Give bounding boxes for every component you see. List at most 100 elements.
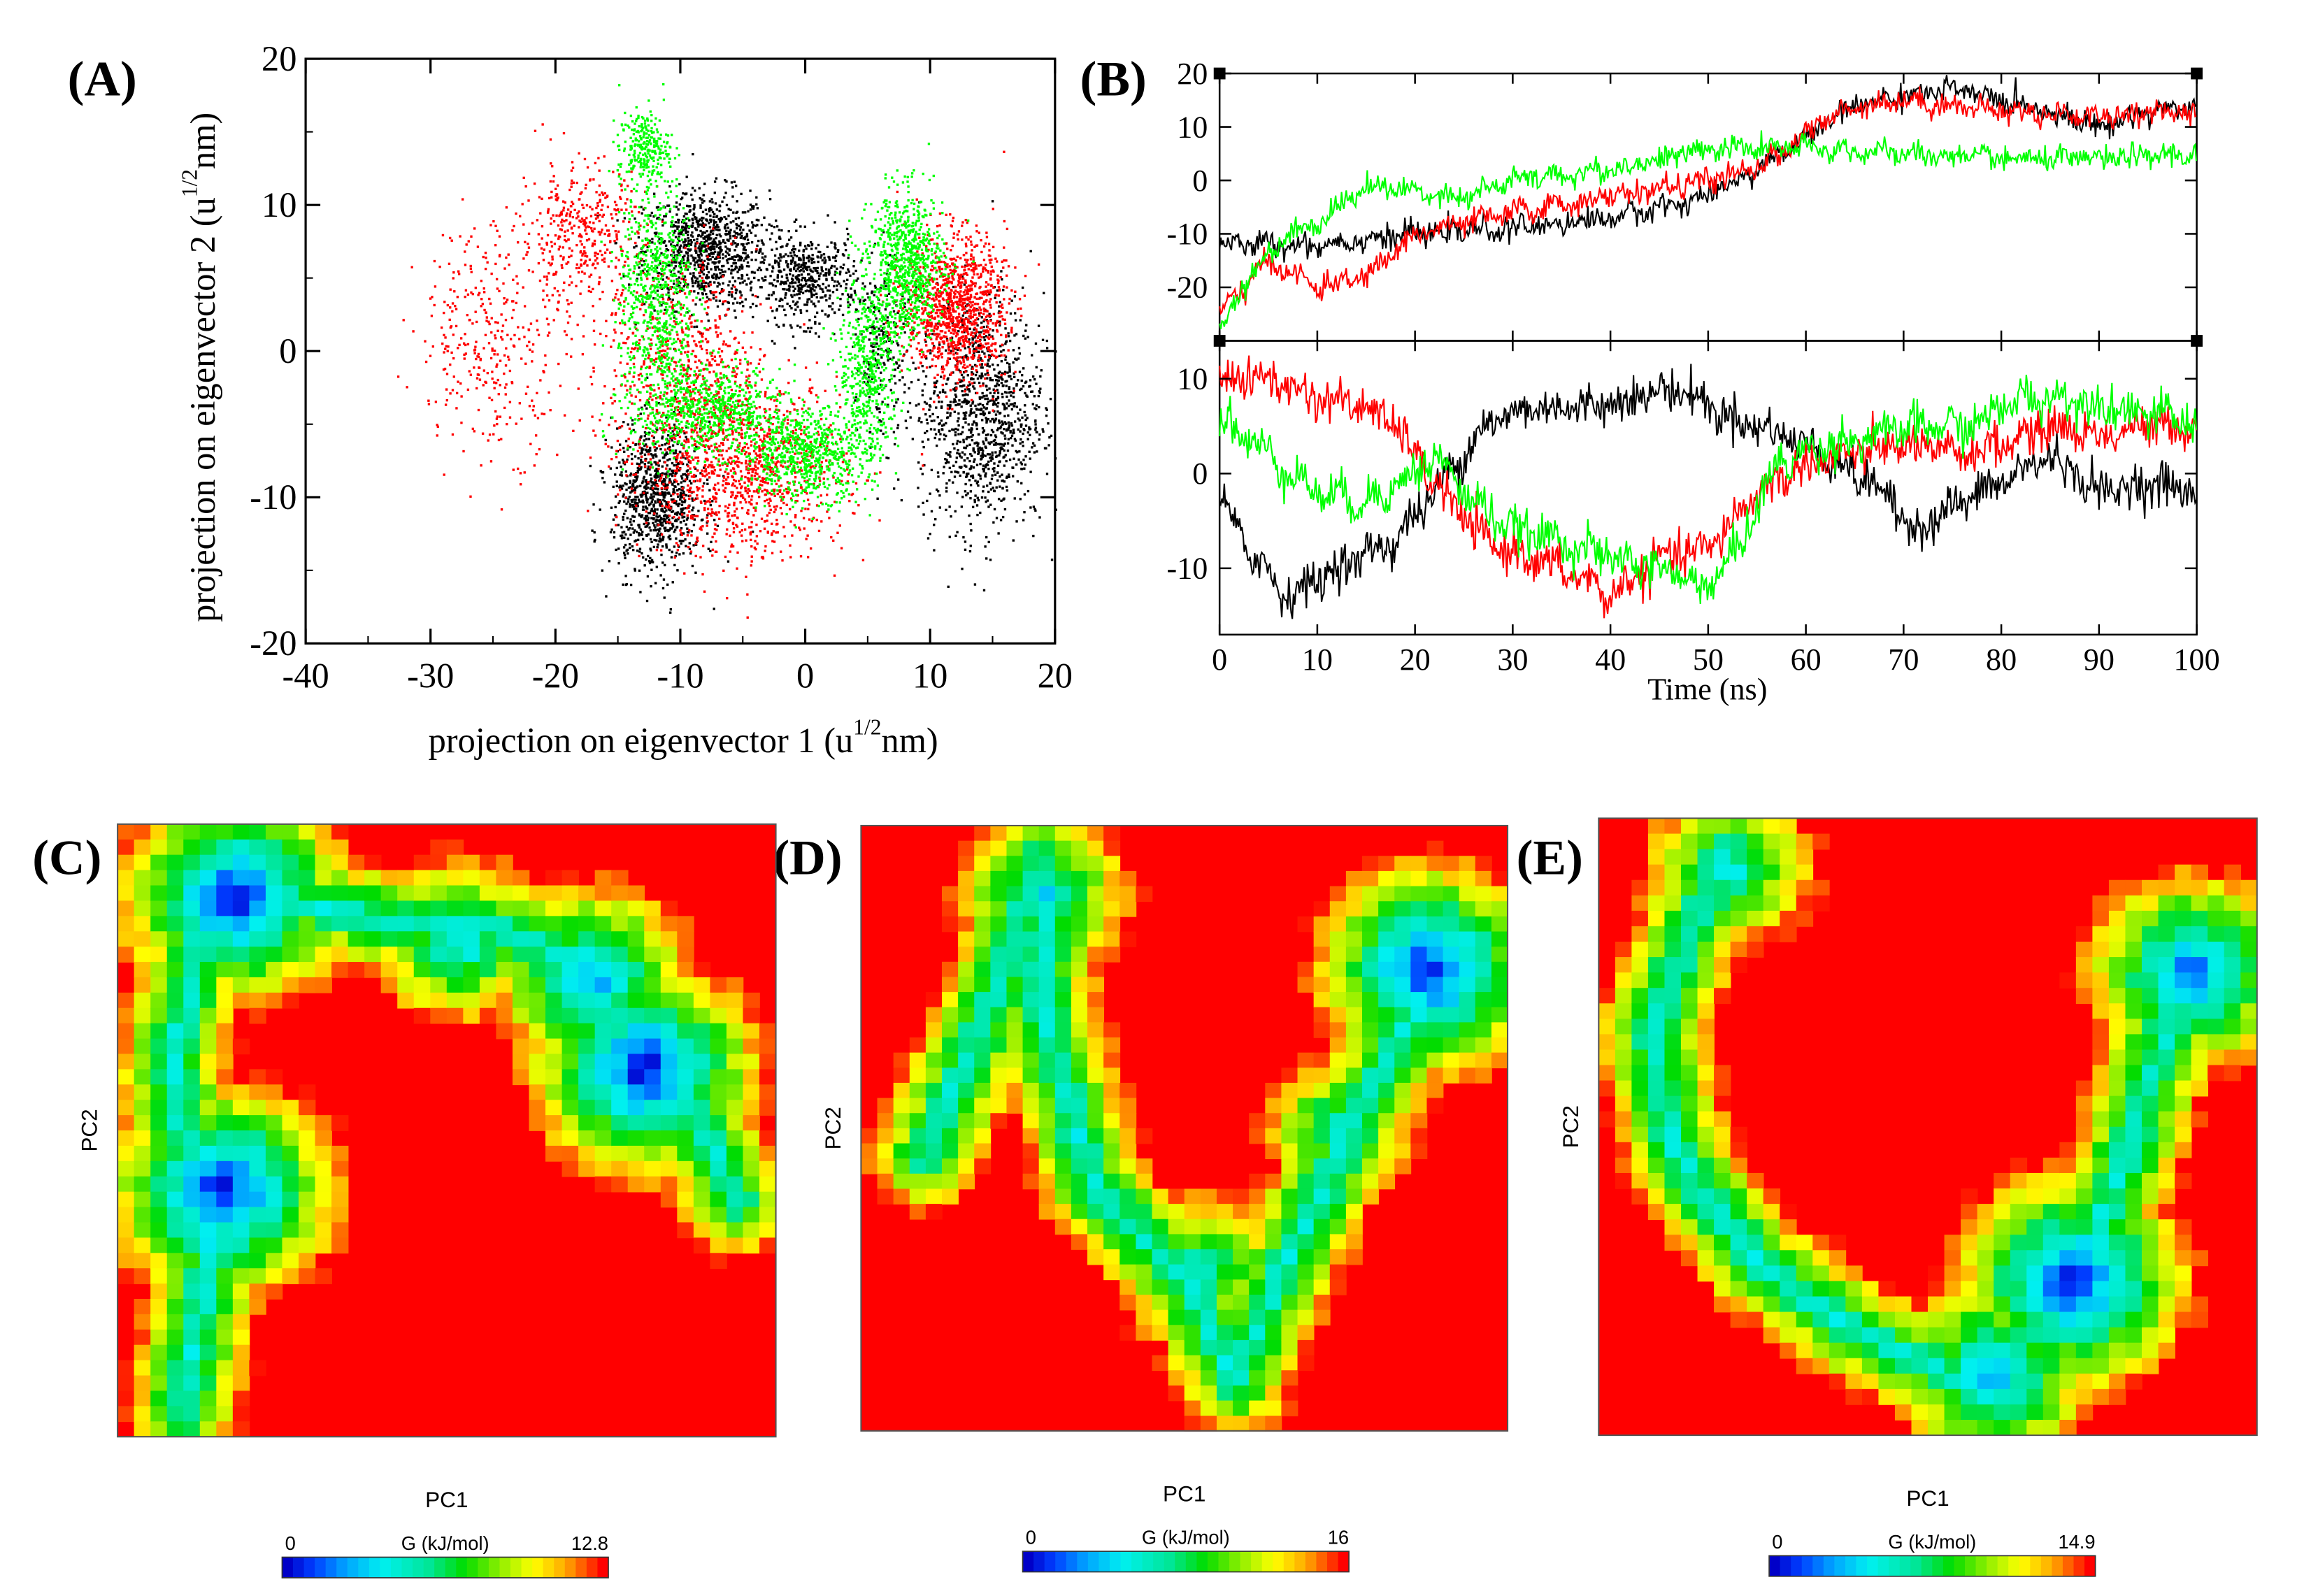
scatter-point-black bbox=[642, 448, 645, 451]
scatter-point-black bbox=[794, 269, 798, 273]
scatter-point-red bbox=[549, 264, 552, 267]
scatter-point-black bbox=[650, 481, 653, 484]
scatter-point-black bbox=[732, 302, 735, 305]
scatter-point-red bbox=[531, 399, 534, 402]
scatter-point-black bbox=[982, 413, 985, 417]
scatter-point-black bbox=[664, 479, 666, 482]
scatter-point-black bbox=[975, 414, 978, 417]
scatter-point-red bbox=[527, 328, 530, 331]
scatter-point-black bbox=[1017, 417, 1020, 420]
scatter-point-black bbox=[922, 370, 925, 373]
scatter-point-black bbox=[824, 313, 827, 316]
scatter-point-red bbox=[452, 271, 455, 274]
scatter-point-red bbox=[668, 448, 671, 451]
scatter-point-red bbox=[598, 280, 601, 284]
scatter-point-black bbox=[655, 468, 658, 470]
scatter-point-black bbox=[694, 245, 697, 247]
scatter-point-black bbox=[651, 561, 654, 563]
scatter-point-red bbox=[711, 535, 714, 539]
scatter-point-red bbox=[787, 442, 790, 445]
scatter-point-black bbox=[959, 370, 961, 373]
scatter-point-black bbox=[907, 299, 910, 301]
scatter-point-black bbox=[954, 427, 957, 431]
scatter-point-black bbox=[694, 261, 697, 264]
scatter-point-black bbox=[682, 215, 686, 218]
scatter-point-black bbox=[740, 243, 743, 246]
scatter-point-red bbox=[564, 234, 566, 238]
scatter-point-black bbox=[680, 477, 684, 480]
scatter-point-black bbox=[789, 282, 792, 285]
scatter-point-red bbox=[429, 297, 432, 300]
scatter-point-red bbox=[747, 509, 750, 512]
scatter-point-black bbox=[784, 280, 787, 284]
scatter-point-black bbox=[811, 278, 814, 280]
scatter-point-red bbox=[614, 265, 617, 268]
scatter-point-black bbox=[989, 482, 992, 484]
scatter-point-red bbox=[634, 473, 638, 476]
scatter-point-black bbox=[1003, 371, 1007, 373]
scatter-point-red bbox=[615, 213, 617, 216]
scatter-point-black bbox=[880, 379, 882, 382]
scatter-point-black bbox=[1012, 466, 1015, 469]
scatter-point-black bbox=[996, 471, 999, 474]
scatter-point-black bbox=[618, 486, 621, 489]
scatter-point-red bbox=[518, 338, 521, 340]
scatter-point-black bbox=[706, 213, 708, 216]
scatter-point-red bbox=[786, 422, 789, 425]
scatter-point-black bbox=[882, 432, 885, 436]
scatter-point-red bbox=[753, 475, 756, 477]
scatter-point-red bbox=[536, 319, 538, 322]
scatter-point-black bbox=[712, 215, 715, 218]
scatter-point-black bbox=[938, 506, 942, 509]
scatter-point-black bbox=[687, 233, 689, 236]
scatter-point-black bbox=[868, 363, 871, 366]
scatter-point-red bbox=[696, 469, 699, 472]
scatter-point-black bbox=[687, 239, 690, 243]
scatter-point-black bbox=[1005, 384, 1008, 387]
scatter-point-black bbox=[647, 533, 650, 536]
scatter-point-black bbox=[643, 431, 647, 434]
scatter-point-black bbox=[1033, 444, 1036, 447]
scatter-point-black bbox=[684, 538, 687, 541]
scatter-point-black bbox=[652, 545, 656, 549]
scatter-point-black bbox=[947, 461, 950, 464]
scatter-point-black bbox=[936, 380, 938, 382]
scatter-point-black bbox=[677, 232, 680, 235]
scatter-point-black bbox=[996, 391, 1000, 394]
scatter-point-black bbox=[972, 449, 975, 452]
scatter-point-black bbox=[949, 412, 952, 415]
scatter-point-black bbox=[690, 277, 694, 280]
scatter-point-red bbox=[565, 219, 568, 222]
scatter-point-black bbox=[1019, 461, 1022, 464]
scatter-point-red bbox=[563, 281, 566, 285]
scatter-point-black bbox=[771, 232, 773, 235]
scatter-point-red bbox=[458, 343, 461, 347]
scatter-point-red bbox=[451, 310, 454, 313]
scatter-point-red bbox=[666, 486, 669, 489]
scatter-point-black bbox=[788, 305, 792, 308]
scatter-point-red bbox=[506, 299, 509, 301]
scatter-point-black bbox=[796, 264, 799, 267]
scatter-point-black bbox=[716, 253, 720, 257]
scatter-point-black bbox=[1029, 457, 1031, 460]
scatter-point-black bbox=[799, 244, 802, 247]
scatter-point-black bbox=[623, 217, 627, 220]
scatter-point-black bbox=[980, 366, 982, 369]
scatter-point-black bbox=[738, 268, 741, 271]
scatter-point-red bbox=[701, 469, 703, 472]
scatter-point-black bbox=[702, 245, 705, 248]
scatter-point-red bbox=[492, 220, 495, 223]
scatter-point-black bbox=[625, 483, 628, 486]
scatter-point-red bbox=[474, 310, 477, 313]
scatter-point-black bbox=[715, 228, 718, 231]
scatter-point-black bbox=[1018, 371, 1022, 373]
scatter-point-black bbox=[990, 441, 993, 444]
scatter-point-black bbox=[687, 494, 690, 498]
scatter-point-black bbox=[1003, 455, 1006, 459]
scatter-point-black bbox=[734, 297, 736, 300]
scatter-point-black bbox=[966, 445, 968, 447]
scatter-point-black bbox=[852, 345, 854, 348]
scatter-point-red bbox=[804, 508, 807, 510]
scatter-point-red bbox=[554, 187, 557, 190]
scatter-point-red bbox=[468, 370, 471, 373]
